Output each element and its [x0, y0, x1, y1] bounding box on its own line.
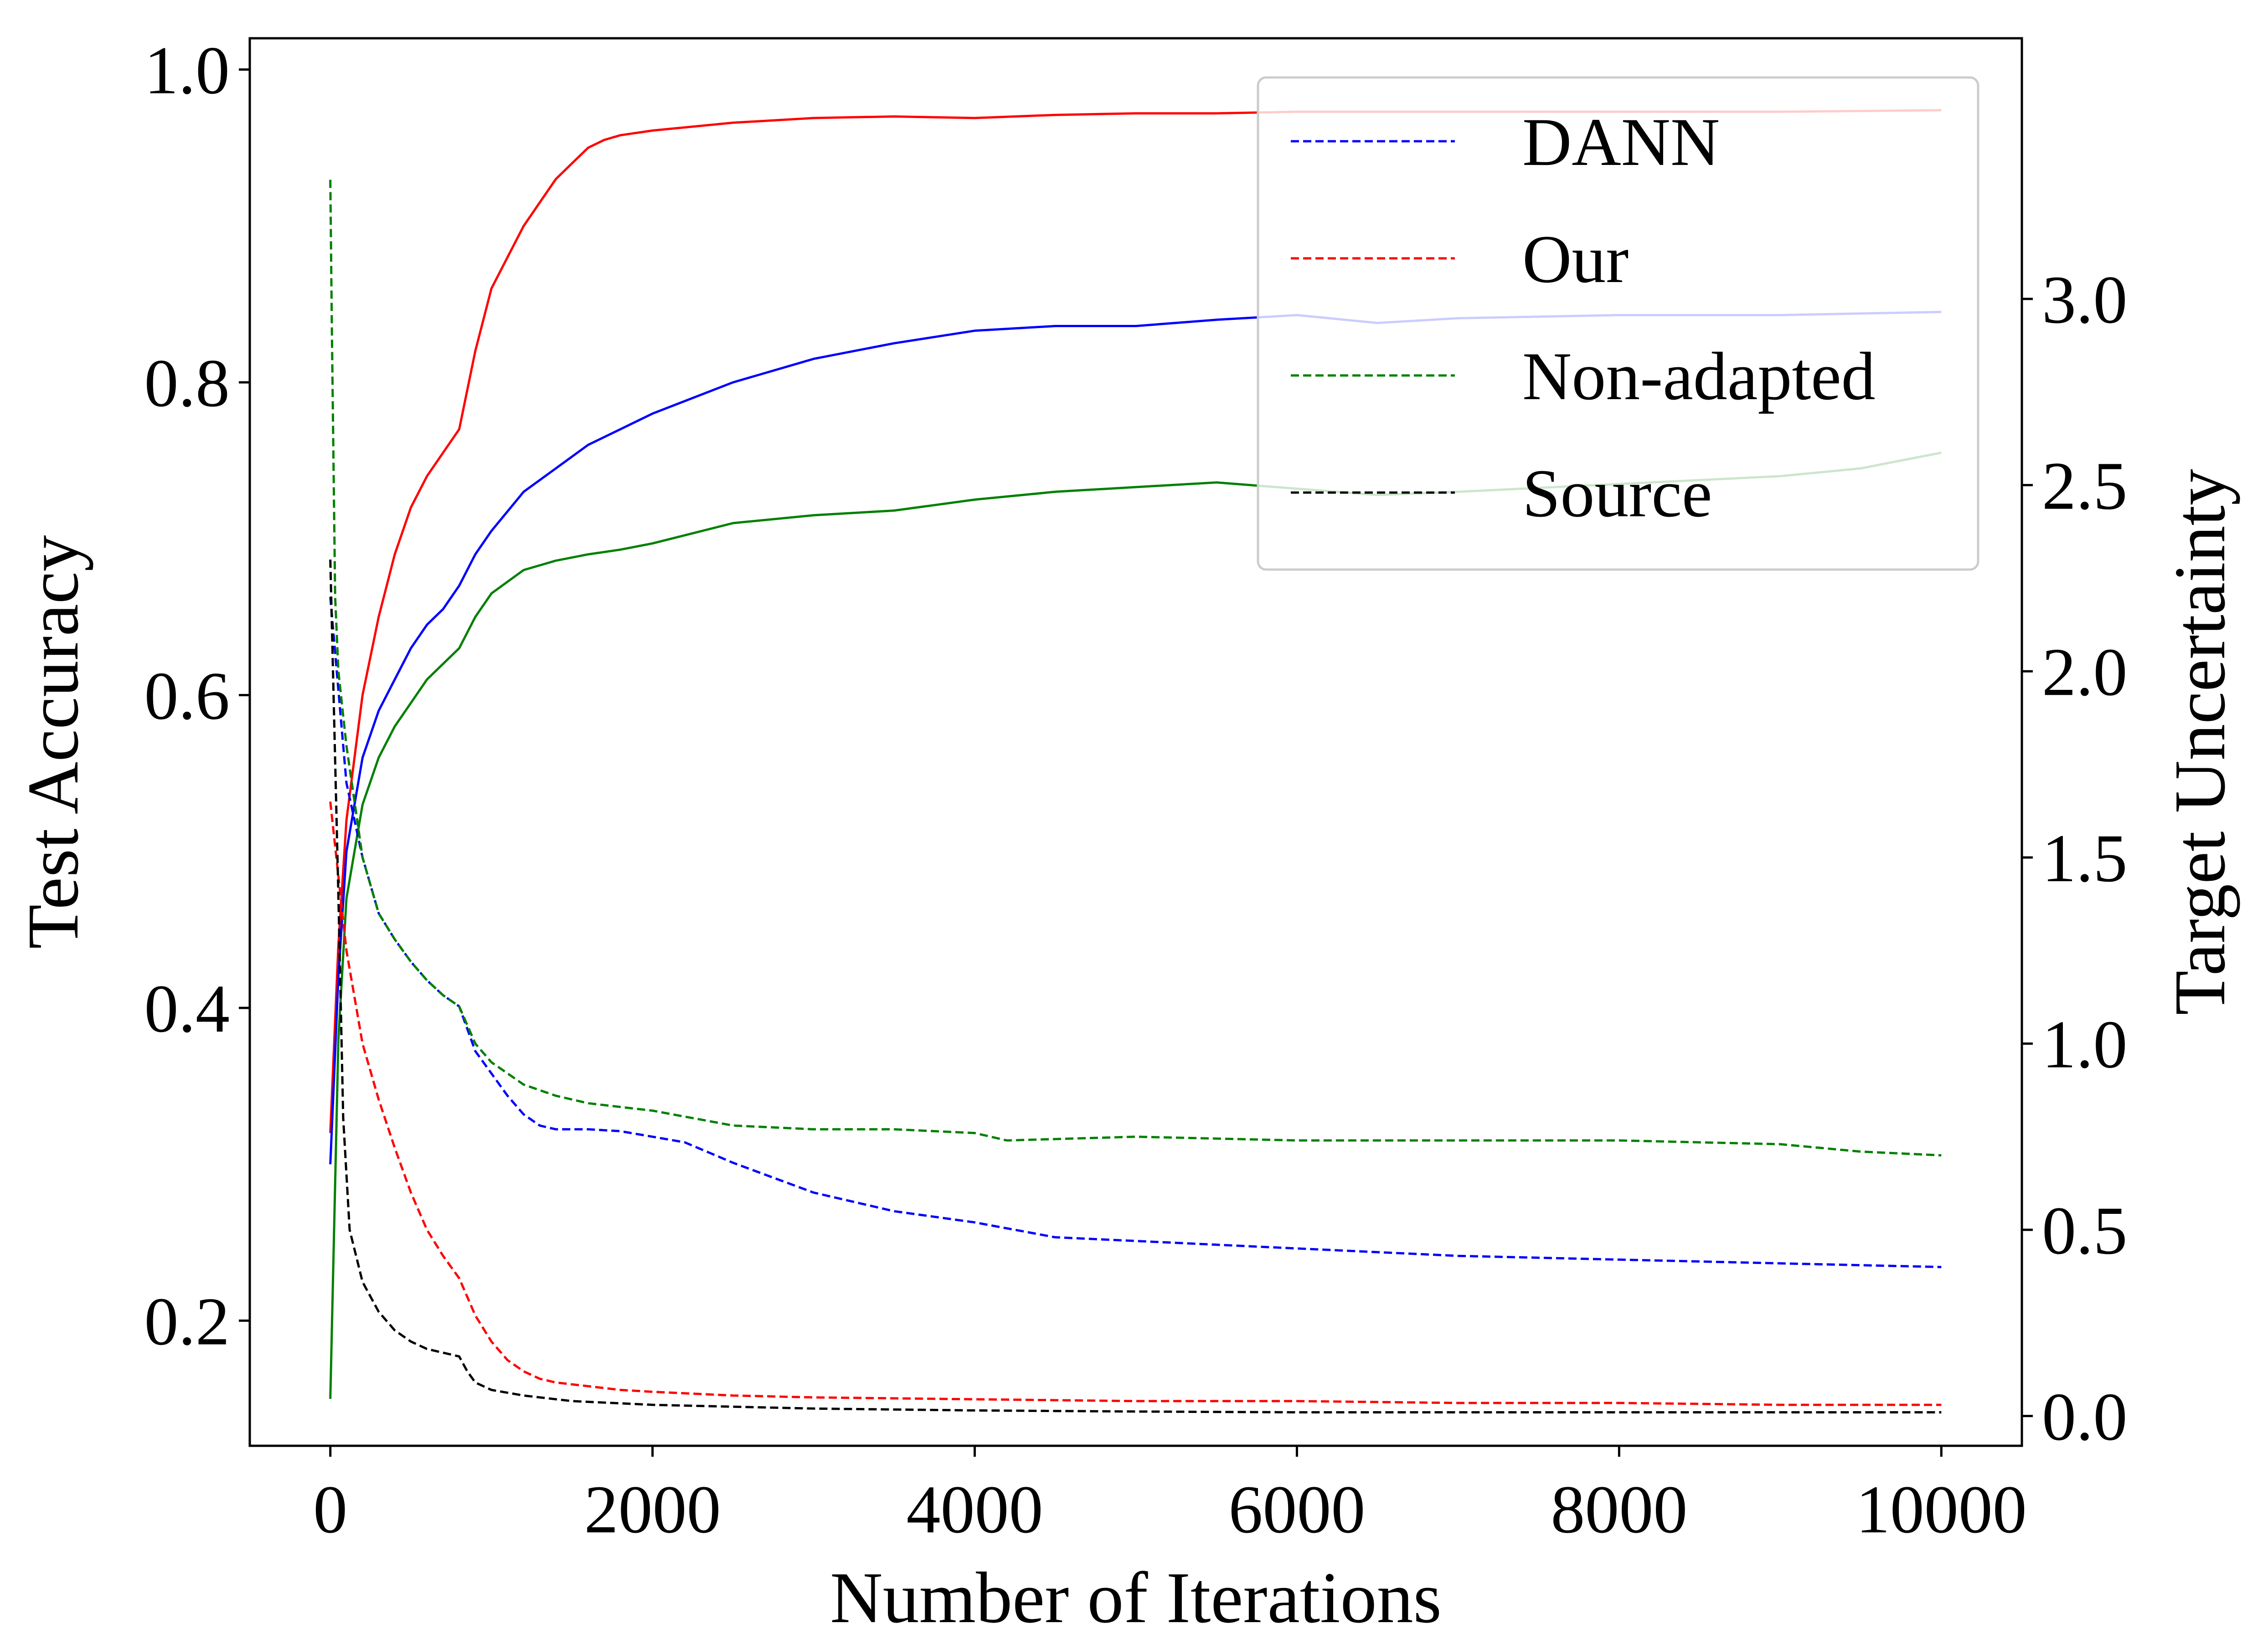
- uncertainty-line-non-adapted: [329, 180, 1942, 1157]
- y-right-tick-label: 2.5: [2042, 448, 2128, 524]
- x-tick-label: 2000: [584, 1472, 721, 1547]
- y-right-axis-ticks: 0.0 0.5 1.0 1.5 2.0 2.5 3.0: [2022, 262, 2128, 1455]
- uncertainty-line-dann: [329, 596, 1942, 1269]
- y-left-axis-ticks: 0.2 0.4 0.6 0.8 1.0: [144, 33, 250, 1359]
- legend-label: Our: [1522, 221, 1629, 297]
- y-right-tick-label: 0.0: [2042, 1379, 2128, 1455]
- legend-box: [1257, 76, 1979, 571]
- x-tick-label: 10000: [1856, 1472, 2027, 1547]
- y-left-tick-label: 0.2: [144, 1284, 230, 1359]
- y-right-tick-label: 3.0: [2042, 262, 2128, 338]
- y-right-tick-label: 1.5: [2042, 821, 2128, 896]
- x-axis-ticks: 0 2000 4000 6000 8000 10000: [313, 1446, 2027, 1547]
- legend-items: DANN Our Non-adapted Source: [1291, 104, 1876, 531]
- y-left-axis-title: Test Accuracy: [12, 535, 93, 949]
- y-left-tick-label: 0.4: [144, 971, 230, 1047]
- y-right-tick-label: 2.0: [2042, 634, 2128, 710]
- x-tick-label: 8000: [1551, 1472, 1687, 1547]
- y-right-tick-label: 1.0: [2042, 1007, 2128, 1082]
- x-tick-label: 6000: [1228, 1472, 1365, 1547]
- y-right-tick-label: 0.5: [2042, 1193, 2128, 1269]
- legend: DANN Our Non-adapted Source: [1257, 76, 1979, 571]
- y-left-tick-label: 0.8: [144, 345, 230, 421]
- uncertainty-line-our: [329, 801, 1942, 1406]
- x-tick-label: 4000: [907, 1472, 1043, 1547]
- x-tick-label: 0: [313, 1472, 347, 1547]
- legend-label: Non-adapted: [1522, 339, 1876, 414]
- y-right-axis-title: Target Uncertainty: [2159, 469, 2240, 1015]
- x-axis-title: Number of Iterations: [830, 1557, 1442, 1638]
- accuracy-line-our: [329, 109, 1942, 1133]
- legend-label: Source: [1522, 456, 1712, 531]
- legend-label: DANN: [1522, 104, 1720, 180]
- plot-frame: [248, 37, 2023, 1447]
- y-left-tick-label: 0.6: [144, 658, 230, 734]
- y-left-tick-label: 1.0: [144, 33, 230, 108]
